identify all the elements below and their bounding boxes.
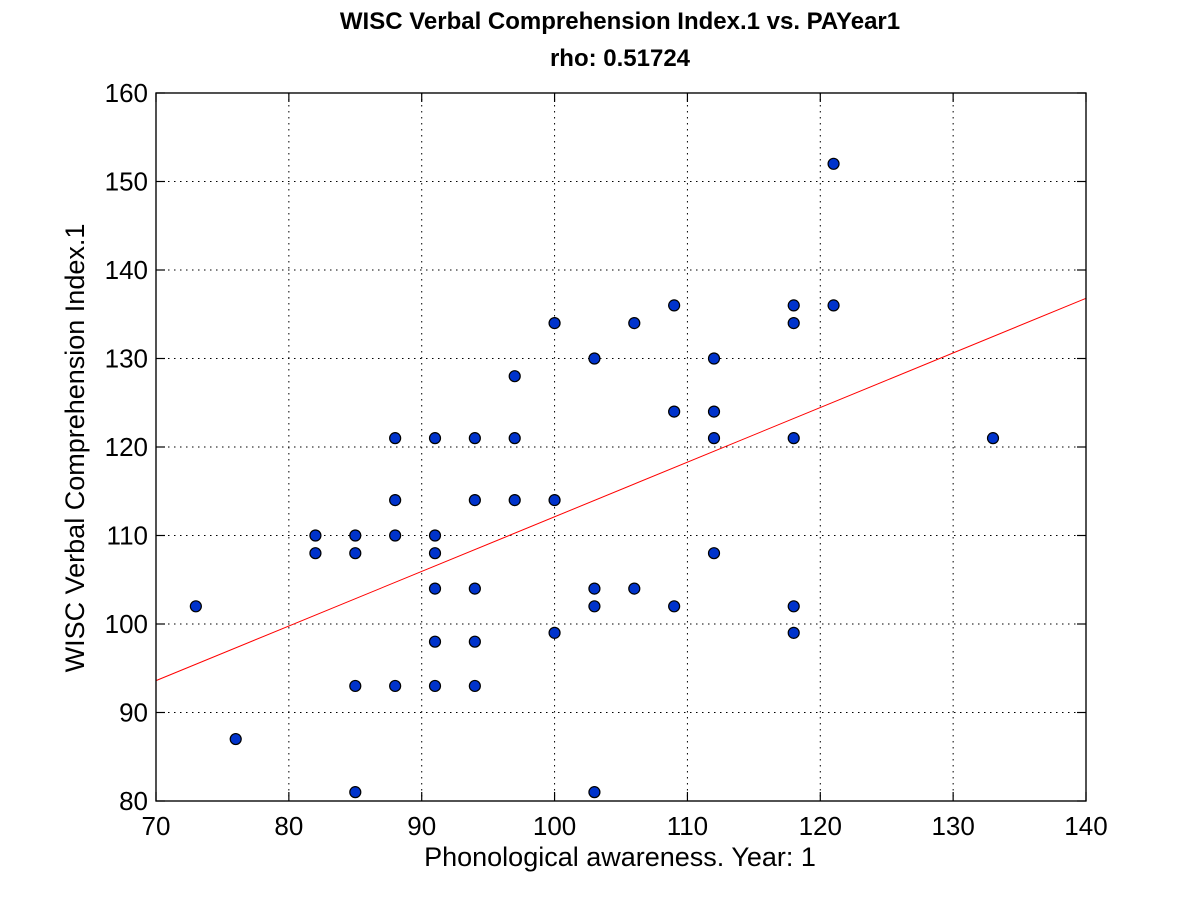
y-tick-label: 150 <box>105 167 148 197</box>
fit-line-layer <box>155 297 1087 682</box>
x-tick-label: 80 <box>274 811 303 841</box>
data-point <box>787 317 800 330</box>
data-point <box>389 432 402 445</box>
data-point <box>428 547 442 560</box>
data-point <box>349 786 362 799</box>
regression-fit-line <box>155 297 1087 682</box>
axis-ticks <box>155 92 1087 802</box>
data-point <box>588 352 601 365</box>
data-point <box>428 679 442 693</box>
x-tick-label: 70 <box>142 811 171 841</box>
data-point <box>428 432 442 445</box>
data-point <box>468 494 481 507</box>
tick-labels: 70 80 90 100 110 120 130 1408090100110120130140… <box>105 78 1108 841</box>
data-point <box>827 299 840 312</box>
data-point <box>389 529 402 542</box>
data-point <box>468 582 481 595</box>
data-point <box>229 732 242 746</box>
data-point <box>707 432 721 445</box>
y-tick-label: 140 <box>105 255 148 285</box>
data-point <box>389 679 402 693</box>
data-point <box>349 529 362 542</box>
data-point <box>548 494 561 507</box>
data-point <box>787 432 800 445</box>
x-tick-label: 100 <box>533 811 576 841</box>
data-point <box>548 626 561 639</box>
data-point <box>468 432 481 445</box>
y-tick-label: 160 <box>105 78 148 108</box>
data-point <box>628 317 641 330</box>
data-point <box>707 352 721 365</box>
data-point <box>389 494 402 507</box>
data-point <box>428 635 442 648</box>
data-point <box>707 405 721 418</box>
y-tick-label: 90 <box>119 698 148 728</box>
y-tick-label: 80 <box>119 786 148 816</box>
data-point <box>588 582 601 595</box>
x-tick-label: 110 <box>667 811 708 841</box>
chart-title: WISC Verbal Comprehension Index.1 vs. PA… <box>340 8 900 35</box>
data-point <box>668 405 681 418</box>
data-point <box>508 494 521 507</box>
data-point <box>468 635 481 648</box>
data-point <box>787 600 800 613</box>
y-tick-label: 100 <box>105 609 148 639</box>
data-point <box>628 582 641 595</box>
data-point <box>349 547 362 560</box>
data-point <box>428 529 442 542</box>
chart-subtitle: rho: 0.51724 <box>550 45 691 72</box>
x-tick-label: 120 <box>799 811 842 841</box>
data-point <box>508 370 521 383</box>
data-point <box>309 547 322 560</box>
data-point <box>668 299 681 312</box>
data-point <box>707 547 721 560</box>
y-tick-label: 130 <box>105 344 148 374</box>
y-tick-label: 120 <box>105 432 148 462</box>
data-point <box>548 317 561 330</box>
x-tick-label: 140 <box>1064 811 1107 841</box>
data-point <box>986 432 1000 445</box>
data-point <box>309 529 322 542</box>
data-point <box>588 600 601 613</box>
x-axis-label: Phonological awareness. Year: 1 <box>424 842 816 872</box>
data-point <box>827 157 840 170</box>
data-point <box>508 432 521 445</box>
y-tick-label: 110 <box>107 521 148 551</box>
data-point <box>468 679 481 693</box>
data-point <box>668 600 681 613</box>
data-point <box>588 786 601 799</box>
data-point <box>349 679 362 693</box>
y-axis-label: WISC Verbal Comprehension Index.1 <box>60 224 90 673</box>
grid-lines <box>156 93 1086 801</box>
data-point <box>787 299 800 312</box>
data-points <box>189 157 1000 799</box>
x-tick-label: 130 <box>931 811 974 841</box>
x-tick-label: 90 <box>407 811 436 841</box>
data-point <box>428 582 442 595</box>
data-point <box>189 600 202 613</box>
data-point <box>787 626 800 639</box>
